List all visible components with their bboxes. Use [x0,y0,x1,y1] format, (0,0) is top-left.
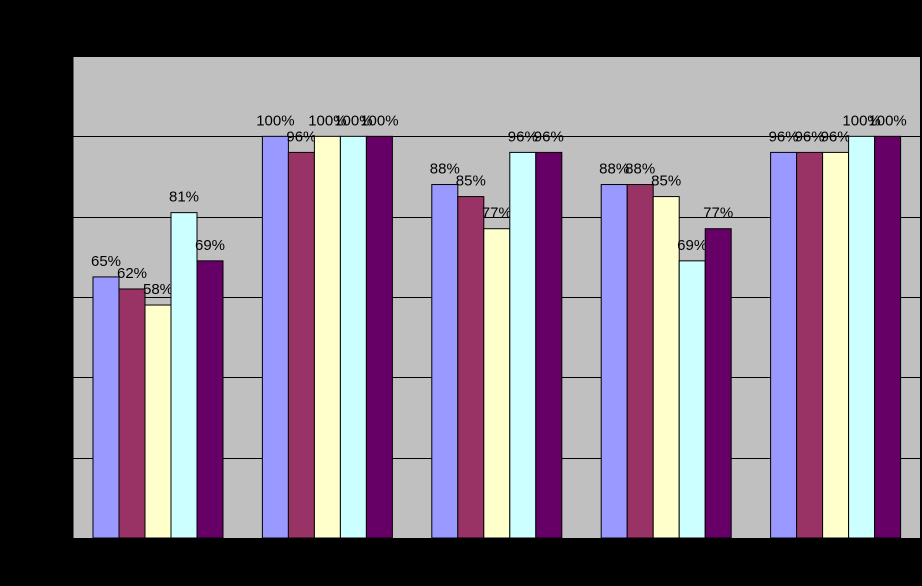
data-label: 100% [868,112,906,129]
bar [770,151,798,539]
data-label: 77% [482,205,512,222]
data-label: 96% [286,128,316,145]
data-label: 81% [169,189,199,206]
bar [457,196,485,539]
data-label: 77% [703,205,733,222]
data-label: 100% [256,112,294,129]
bar [874,135,902,539]
data-label: 96% [821,128,851,145]
data-label: 85% [456,173,486,190]
bar [796,151,824,539]
data-label: 88% [625,161,655,178]
bar [600,184,628,539]
data-label: 100% [334,112,372,129]
bar [92,276,120,539]
data-label: 85% [651,173,681,190]
data-label: 96% [508,128,538,145]
bar [196,260,224,539]
data-label: 100% [308,112,346,129]
bar [313,135,341,539]
bar [118,288,146,539]
data-label: 88% [430,161,460,178]
data-label: 69% [677,237,707,254]
data-label: 65% [91,253,121,270]
data-label: 88% [599,161,629,178]
bar [509,151,537,539]
bar [365,135,393,539]
bar [704,228,732,539]
data-label: 100% [360,112,398,129]
data-label: 62% [117,265,147,282]
data-label: 58% [143,281,173,298]
bar [339,135,367,539]
bar [822,151,850,539]
data-label: 96% [534,128,564,145]
bar [848,135,876,539]
bar [626,184,654,539]
bar [431,184,459,539]
bar [144,304,172,539]
bar [170,212,198,539]
bar [652,196,680,539]
bar [678,260,706,539]
bar [261,135,289,539]
bar [287,151,315,539]
data-label: 100% [842,112,880,129]
data-label: 69% [195,237,225,254]
data-label: 96% [769,128,799,145]
data-label: 96% [795,128,825,145]
bar [535,151,563,539]
bar [483,228,511,539]
